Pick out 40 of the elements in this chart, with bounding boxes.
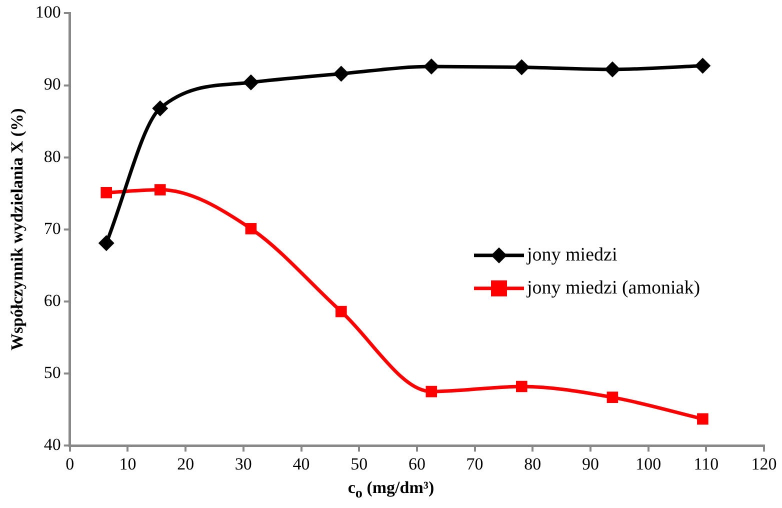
x-tick-label: 30 xyxy=(234,454,252,474)
y-tick-label: 50 xyxy=(44,363,61,382)
y-tick-label: 80 xyxy=(44,146,61,166)
y-tick-label: 90 xyxy=(44,74,61,94)
point xyxy=(336,306,347,318)
x-tick-label: 120 xyxy=(751,454,777,474)
point xyxy=(514,59,530,76)
point xyxy=(423,58,440,75)
x-tick-label: 100 xyxy=(636,454,662,474)
x-tick-label: 40 xyxy=(292,454,310,474)
y-tick-label: 70 xyxy=(44,218,61,238)
x-tick-label: 70 xyxy=(466,454,484,474)
point xyxy=(100,186,112,198)
x-tick-label: 60 xyxy=(408,454,426,474)
point xyxy=(154,184,166,196)
point xyxy=(606,392,618,403)
y-tick-label: 60 xyxy=(44,290,61,310)
point xyxy=(333,66,350,82)
legend-label: jony miedzi xyxy=(526,244,618,266)
point xyxy=(242,74,259,90)
x-tick-label: 50 xyxy=(350,454,368,474)
x-tick-label: 110 xyxy=(694,454,719,474)
point xyxy=(694,58,711,74)
point xyxy=(697,413,708,425)
point xyxy=(98,235,114,252)
y-tick-label: 40 xyxy=(44,435,61,454)
x-tick-label: 90 xyxy=(582,454,599,474)
x-tick-label: 20 xyxy=(177,454,194,474)
y-tick-label: 100 xyxy=(35,2,61,22)
x-tick-label: 0 xyxy=(66,454,74,474)
point xyxy=(604,61,620,78)
point xyxy=(152,100,168,116)
x-tick-label: 80 xyxy=(524,454,542,474)
x-tick-label: 10 xyxy=(119,454,136,474)
point xyxy=(426,386,438,398)
point xyxy=(516,380,528,392)
point xyxy=(245,223,257,234)
legend-label: jony miedzi (amoniak) xyxy=(526,277,700,298)
y-axis-title: Współczynnik wydzielania X (%) xyxy=(8,108,27,351)
x-axis-title: c$_{o}$ (mg/dm³) xyxy=(346,478,436,502)
